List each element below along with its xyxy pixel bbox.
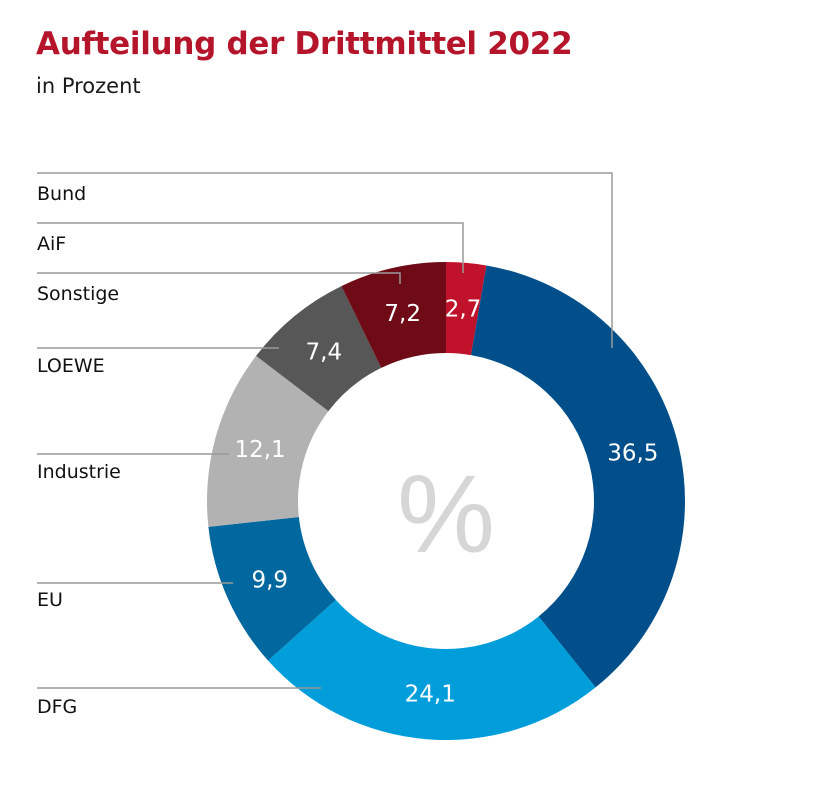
category-label-loewe: LOEWE: [37, 355, 105, 377]
slice-sonstige: [341, 262, 446, 368]
chart-title: Aufteilung der Drittmittel 2022: [36, 26, 573, 62]
value-label-dfg: 24,1: [405, 681, 456, 707]
leader-line-sonstige: [37, 272, 401, 284]
leader-line-bund: [37, 172, 613, 348]
slice-industrie: [206, 355, 329, 527]
slice-aif: [446, 262, 487, 356]
category-label-eu: EU: [37, 589, 63, 611]
slice-dfg: [268, 599, 596, 740]
slice-eu: [208, 517, 336, 661]
category-label-sonstige: Sonstige: [37, 283, 119, 305]
slice-loewe: [256, 286, 382, 412]
slice-bund: [471, 265, 686, 688]
leader-line-aif: [37, 222, 464, 273]
value-label-industrie: 12,1: [234, 437, 285, 463]
category-label-industrie: Industrie: [37, 461, 121, 483]
chart-subtitle: in Prozent: [36, 74, 141, 98]
value-label-eu: 9,9: [251, 568, 288, 594]
category-label-dfg: DFG: [37, 696, 77, 718]
value-label-sonstige: 7,2: [384, 301, 421, 327]
value-label-loewe: 7,4: [306, 340, 343, 366]
value-label-bund: 36,5: [607, 441, 658, 467]
center-percent-label: %: [397, 453, 495, 576]
category-label-bund: Bund: [37, 183, 86, 205]
category-label-aif: AiF: [37, 233, 66, 255]
value-label-aif: 2,7: [445, 297, 482, 323]
